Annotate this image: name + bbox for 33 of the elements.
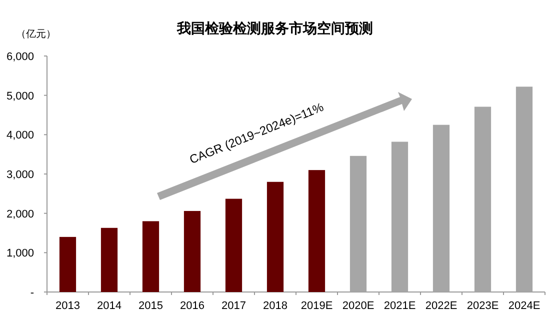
y-tick-label: 6,000 — [6, 51, 34, 63]
bar — [225, 198, 242, 292]
bar — [350, 156, 367, 292]
x-tick-label: 2018 — [263, 300, 288, 312]
y-axis-title: （亿元） — [16, 29, 56, 40]
bar — [516, 86, 533, 292]
x-tick-label: 2020E — [342, 300, 374, 312]
x-tick-label: 2014 — [97, 300, 122, 312]
bar — [266, 182, 284, 292]
bar — [59, 236, 76, 292]
bar — [100, 228, 118, 292]
chart-title: 我国检验检测服务市场空间预测 — [176, 20, 373, 37]
bar — [432, 124, 450, 292]
bar — [142, 221, 160, 292]
x-tick-label: 2023E — [466, 300, 499, 312]
x-tick-label: 2015 — [138, 300, 163, 312]
x-tick-label: 2017 — [222, 300, 246, 312]
bar — [474, 106, 492, 292]
y-tick-label: 4,000 — [6, 130, 34, 142]
bar — [184, 210, 201, 292]
x-tick-label: 2019E — [300, 300, 333, 312]
x-tick-label: 2021E — [384, 300, 416, 312]
x-tick-label: 2024E — [508, 300, 540, 312]
y-tick-label: - — [30, 287, 34, 299]
x-tick-label: 2013 — [56, 300, 80, 312]
bar — [391, 142, 408, 292]
y-tick-label: 3,000 — [6, 169, 34, 181]
x-tick-label: 2022E — [425, 300, 458, 312]
y-tick-label: 5,000 — [6, 90, 34, 102]
bar — [308, 170, 326, 292]
x-tick-label: 2016 — [180, 300, 204, 312]
y-tick-label: 1,000 — [6, 248, 34, 260]
y-tick-label: 2,000 — [6, 208, 34, 220]
